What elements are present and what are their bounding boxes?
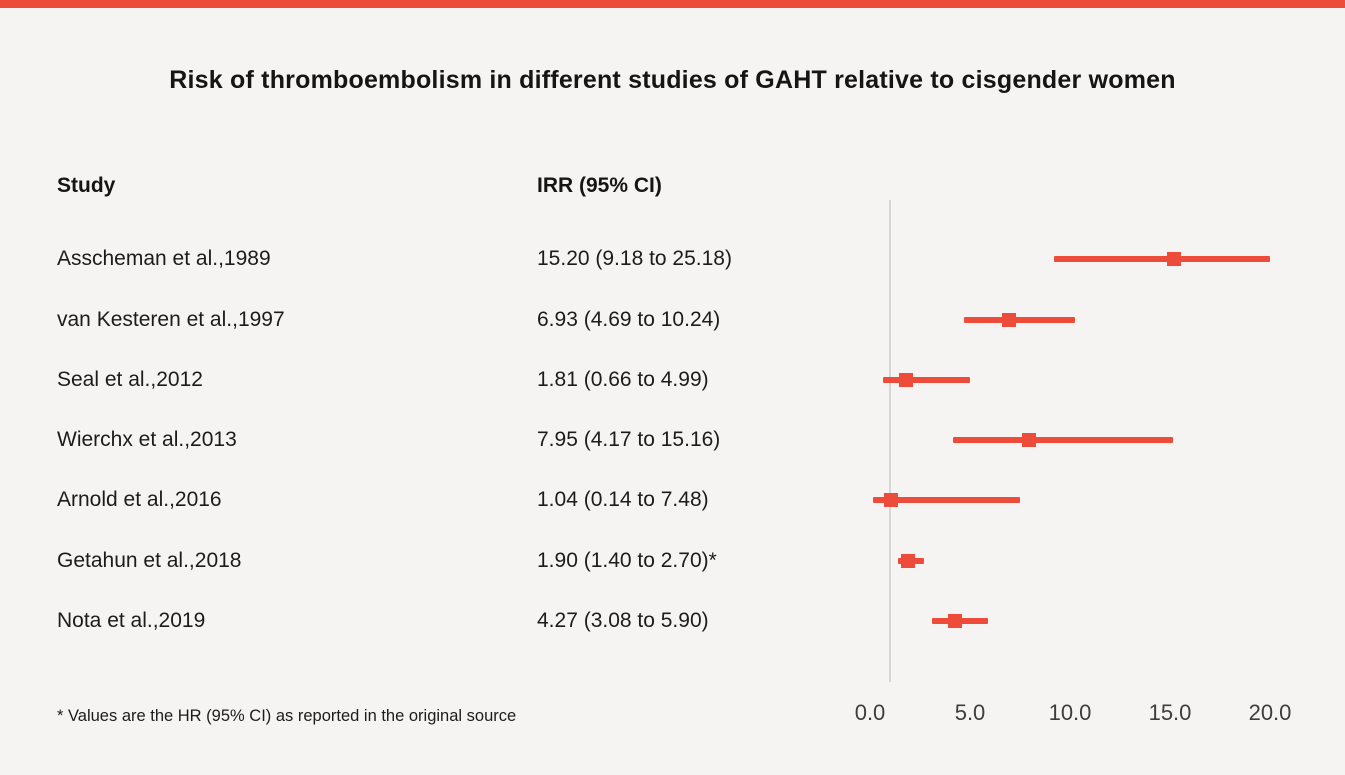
point-estimate-marker bbox=[948, 614, 963, 628]
x-axis-tick-label: 10.0 bbox=[1048, 700, 1092, 725]
point-estimate-marker bbox=[883, 493, 898, 507]
point-estimate-marker bbox=[901, 554, 915, 568]
confidence-interval-line bbox=[953, 437, 1174, 443]
study-label: Wierchx et al.,2013 bbox=[57, 428, 237, 451]
study-label: van Kesteren et al.,1997 bbox=[57, 308, 285, 331]
point-estimate-marker bbox=[899, 373, 914, 387]
x-axis-tick-label: 15.0 bbox=[1148, 700, 1192, 725]
x-axis-tick-label: 20.0 bbox=[1248, 700, 1292, 725]
irr-value: 6.93 (4.69 to 10.24) bbox=[537, 308, 721, 331]
point-estimate-marker bbox=[1001, 313, 1016, 327]
point-estimate-marker bbox=[1022, 433, 1036, 447]
footnote: * Values are the HR (95% CI) as reported… bbox=[57, 707, 517, 725]
irr-value: 1.81 (0.66 to 4.99) bbox=[537, 368, 709, 391]
x-axis-tick-label: 5.0 bbox=[954, 700, 986, 725]
study-label: Arnold et al.,2016 bbox=[57, 488, 222, 511]
confidence-interval-line bbox=[1053, 256, 1270, 262]
study-label: Asscheman et al.,1989 bbox=[57, 247, 271, 270]
study-label: Nota et al.,2019 bbox=[57, 609, 206, 632]
irr-value: 15.20 (9.18 to 25.18) bbox=[537, 247, 732, 270]
reference-line bbox=[889, 200, 891, 682]
study-column-header: Study bbox=[57, 174, 116, 197]
irr-value: 1.04 (0.14 to 7.48) bbox=[537, 488, 709, 511]
confidence-interval-line bbox=[883, 377, 970, 383]
chart-title: Risk of thromboembolism in different stu… bbox=[169, 66, 1176, 94]
irr-column-header: IRR (95% CI) bbox=[537, 174, 662, 197]
confidence-interval-line bbox=[872, 497, 1020, 503]
x-axis-tick-label: 0.0 bbox=[854, 700, 886, 725]
irr-value: 7.95 (4.17 to 15.16) bbox=[537, 428, 721, 451]
study-label: Getahun et al.,2018 bbox=[57, 549, 242, 572]
top-accent-bar bbox=[0, 0, 1345, 8]
irr-value: 1.90 (1.40 to 2.70)* bbox=[537, 549, 717, 572]
point-estimate-marker bbox=[1167, 252, 1181, 266]
irr-value: 4.27 (3.08 to 5.90) bbox=[537, 609, 709, 632]
confidence-interval-line bbox=[963, 317, 1075, 323]
study-label: Seal et al.,2012 bbox=[57, 368, 203, 391]
